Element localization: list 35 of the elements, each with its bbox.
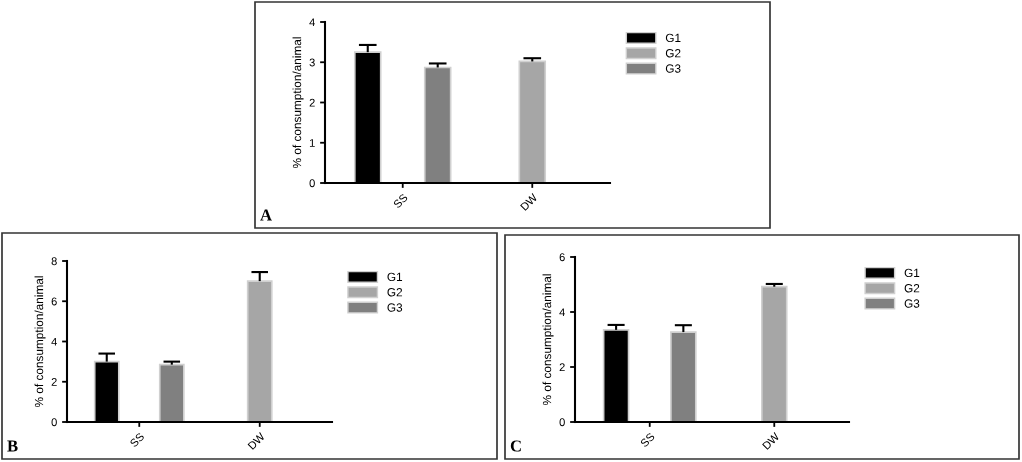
y-tick-label: 2 bbox=[559, 363, 565, 372]
y-tick-label: 0 bbox=[51, 418, 57, 427]
x-tick-label: DW bbox=[247, 432, 266, 450]
y-axis-title: % of consumption/animal bbox=[292, 37, 304, 169]
x-tick-label: SS bbox=[392, 193, 409, 209]
legend-label: G1 bbox=[904, 268, 920, 278]
x-tick-label: SS bbox=[129, 432, 145, 448]
x-tick-label: SS bbox=[639, 432, 656, 448]
y-tick-label: 1 bbox=[309, 139, 315, 147]
legend-label: G3 bbox=[665, 64, 681, 73]
y-tick-label: 8 bbox=[51, 257, 57, 266]
y-tick-label: 2 bbox=[309, 98, 315, 107]
y-tick-label: 0 bbox=[309, 179, 315, 188]
text: C bbox=[510, 440, 521, 452]
legend-label: G3 bbox=[904, 299, 920, 308]
legend-label: G2 bbox=[904, 284, 920, 293]
y-tick-label: 4 bbox=[559, 308, 565, 317]
y-tick-label: 0 bbox=[559, 418, 565, 427]
text: A bbox=[260, 209, 272, 221]
y-tick-label: 4 bbox=[51, 337, 57, 346]
legend-label: G3 bbox=[387, 303, 403, 312]
y-axis-title: % of consumption/animal bbox=[34, 276, 46, 408]
y-tick-label: 6 bbox=[559, 253, 565, 262]
legend-label: G1 bbox=[387, 272, 403, 282]
y-axis-title: % of consumption/animal bbox=[542, 274, 554, 406]
x-tick-label: DW bbox=[762, 432, 780, 450]
legend-label: G2 bbox=[665, 49, 681, 58]
legend-label: G2 bbox=[387, 288, 403, 297]
y-tick-label: 3 bbox=[309, 58, 315, 67]
y-tick-label: 2 bbox=[51, 378, 57, 386]
legend-label: G1 bbox=[665, 33, 681, 43]
y-tick-label: 6 bbox=[51, 297, 57, 306]
x-tick-label: DW bbox=[520, 193, 538, 211]
y-tick-label: 4 bbox=[309, 18, 315, 27]
text: B bbox=[7, 440, 18, 452]
